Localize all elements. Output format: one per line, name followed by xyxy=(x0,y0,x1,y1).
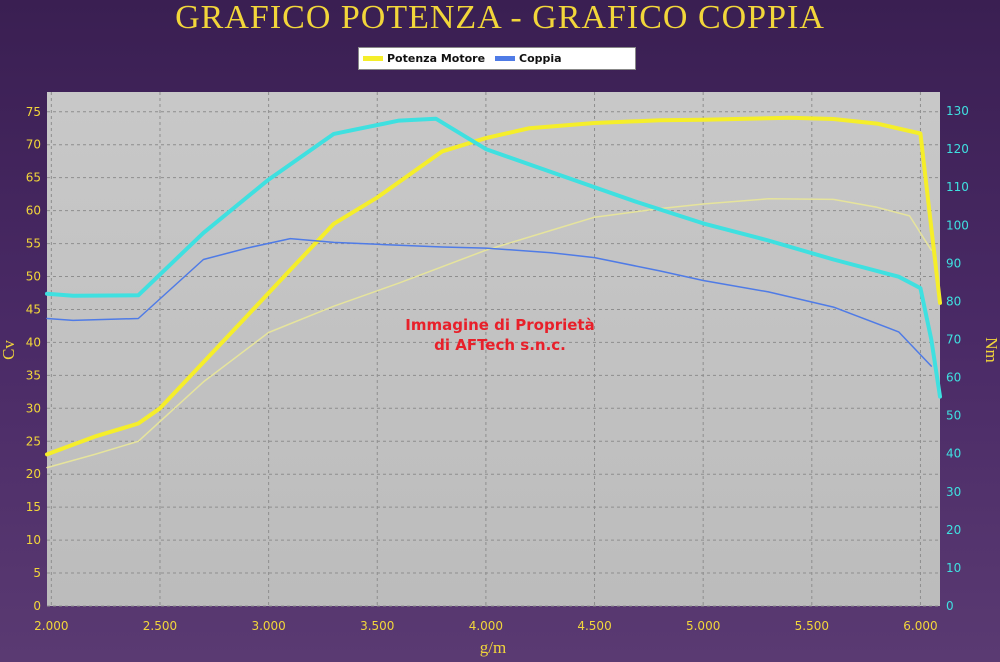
y-right-tick-label: 60 xyxy=(946,371,961,385)
y-left-tick-label: 15 xyxy=(26,500,41,514)
y-left-tick-label: 45 xyxy=(26,302,41,316)
y-right-tick-label: 130 xyxy=(946,104,969,118)
y-axis-left-label: Cv xyxy=(0,340,18,360)
x-tick-label: 3.500 xyxy=(360,619,394,633)
y-right-tick-label: 110 xyxy=(946,180,969,194)
legend-item-potenza: Potenza Motore xyxy=(363,52,485,65)
y-right-tick-label: 10 xyxy=(946,561,961,575)
y-left-tick-label: 65 xyxy=(26,171,41,185)
axes: 2.000 2.500 3.000 3.500 4.000 4.500 5.000 5.500… xyxy=(26,104,969,633)
legend: Potenza Motore Coppia xyxy=(358,47,636,70)
x-axis-label: g/m xyxy=(480,638,506,657)
y-left-tick-label: 20 xyxy=(26,467,41,481)
series-line-1 xyxy=(46,198,933,469)
y-left-tick-label: 50 xyxy=(26,270,41,284)
y-left-tick-label: 55 xyxy=(26,237,41,251)
y-left-tick-label: 30 xyxy=(26,401,41,415)
y-right-tick-label: 120 xyxy=(946,142,969,156)
y-left-tick-label: 5 xyxy=(33,566,41,580)
x-tick-label: 6.000 xyxy=(903,619,937,633)
series-line-3 xyxy=(46,237,933,367)
watermark-line-1: Immagine di Proprietà xyxy=(405,316,594,334)
y-axis-right-label: Nm xyxy=(982,337,1000,363)
x-tick-label: 4.500 xyxy=(577,619,611,633)
series-line-0 xyxy=(45,115,942,457)
y-left-tick-label: 35 xyxy=(26,368,41,382)
x-tick-label: 2.000 xyxy=(34,619,68,633)
y-right-tick-label: 50 xyxy=(946,409,961,423)
x-tick-label: 2.500 xyxy=(143,619,177,633)
y-left-tick-label: 0 xyxy=(33,599,41,613)
legend-swatch-coppia xyxy=(495,56,516,61)
series-group xyxy=(45,115,942,469)
legend-label-coppia: Coppia xyxy=(519,52,562,65)
y-left-tick-label: 60 xyxy=(26,204,41,218)
y-right-tick-label: 0 xyxy=(946,599,954,613)
legend-swatch-potenza xyxy=(363,56,383,61)
chart-title: GRAFICO POTENZA - GRAFICO COPPIA xyxy=(175,0,825,36)
x-tick-label: 3.000 xyxy=(251,619,285,633)
y-right-tick-label: 100 xyxy=(946,218,969,232)
y-right-tick-label: 80 xyxy=(946,294,961,308)
y-left-tick-label: 25 xyxy=(26,434,41,448)
y-right-tick-label: 70 xyxy=(946,332,961,346)
y-right-tick-label: 30 xyxy=(946,485,961,499)
legend-label-potenza: Potenza Motore xyxy=(387,52,486,65)
grid xyxy=(47,92,940,607)
x-tick-label: 5.000 xyxy=(686,619,720,633)
watermark-line-2: di AFTech s.n.c. xyxy=(434,336,566,354)
y-left-tick-label: 10 xyxy=(26,533,41,547)
y-right-tick-label: 90 xyxy=(946,256,961,270)
x-tick-label: 5.500 xyxy=(795,619,829,633)
y-left-tick-label: 70 xyxy=(26,138,41,152)
y-right-tick-label: 40 xyxy=(946,447,961,461)
y-left-tick-label: 40 xyxy=(26,335,41,349)
y-left-tick-label: 75 xyxy=(26,105,41,119)
x-tick-label: 4.000 xyxy=(469,619,503,633)
y-right-tick-label: 20 xyxy=(946,523,961,537)
series-line-2 xyxy=(45,116,942,399)
legend-item-coppia: Coppia xyxy=(495,52,562,65)
